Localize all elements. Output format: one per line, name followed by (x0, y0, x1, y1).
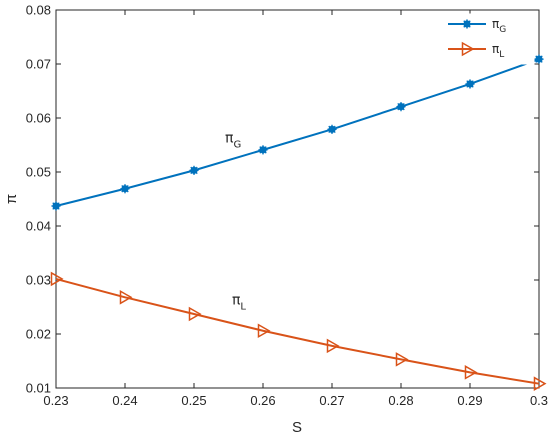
y-tick-label: 0.06 (26, 111, 51, 126)
x-axis-label: S (292, 419, 302, 436)
legend-entry-l: πL (448, 41, 504, 60)
y-tick-label: 0.05 (26, 165, 51, 180)
legend-box (441, 13, 535, 65)
annotation-l: πL (232, 292, 246, 312)
y-tick-label: 0.04 (26, 219, 51, 234)
data-point (50, 271, 64, 287)
data-point (51, 201, 61, 211)
x-tick-label: 0.3 (530, 393, 548, 408)
series-layer (50, 54, 547, 391)
x-tick-label: 0.26 (250, 393, 275, 408)
y-tick-label: 0.03 (26, 273, 51, 288)
y-tick-label: 0.07 (26, 57, 51, 72)
x-tick-label: 0.24 (112, 393, 137, 408)
legend-entry-g: πG (448, 17, 506, 35)
axis-ticks: 0.23 0.24 0.25 0.26 0.27 0.28 0.29 0.3 0.01 0.02 0… (26, 3, 548, 409)
annotation-g: πG (225, 130, 241, 150)
y-tick-label: 0.08 (26, 3, 51, 18)
data-point (119, 289, 133, 305)
data-point (188, 306, 202, 322)
x-tick-label: 0.27 (319, 393, 344, 408)
plot-area (55, 9, 540, 389)
data-point (534, 54, 544, 64)
data-point (326, 338, 340, 354)
data-point (258, 145, 268, 155)
data-point (461, 41, 475, 57)
data-point (462, 19, 472, 29)
x-tick-label: 0.23 (43, 393, 68, 408)
legend-label: πG (492, 17, 506, 35)
data-point (465, 79, 475, 89)
legend: πG πL (441, 13, 535, 65)
y-tick-label: 0.01 (26, 381, 51, 396)
data-point (533, 376, 547, 391)
data-point (327, 124, 337, 134)
data-point (189, 165, 199, 175)
data-point (464, 365, 478, 380)
series-g (51, 54, 544, 211)
data-point (395, 352, 409, 367)
x-tick-label: 0.25 (181, 393, 206, 408)
data-point (120, 184, 130, 194)
annotations: πG πL (225, 130, 246, 312)
x-tick-label: 0.28 (388, 393, 413, 408)
data-point (396, 102, 406, 112)
y-tick-label: 0.02 (26, 327, 51, 342)
series-line (55, 277, 540, 385)
data-point (257, 323, 271, 339)
series-l (50, 271, 547, 391)
y-axis-label: π (3, 194, 20, 204)
legend-label: πL (492, 42, 504, 60)
x-tick-label: 0.29 (457, 393, 482, 408)
series-line (55, 58, 540, 207)
